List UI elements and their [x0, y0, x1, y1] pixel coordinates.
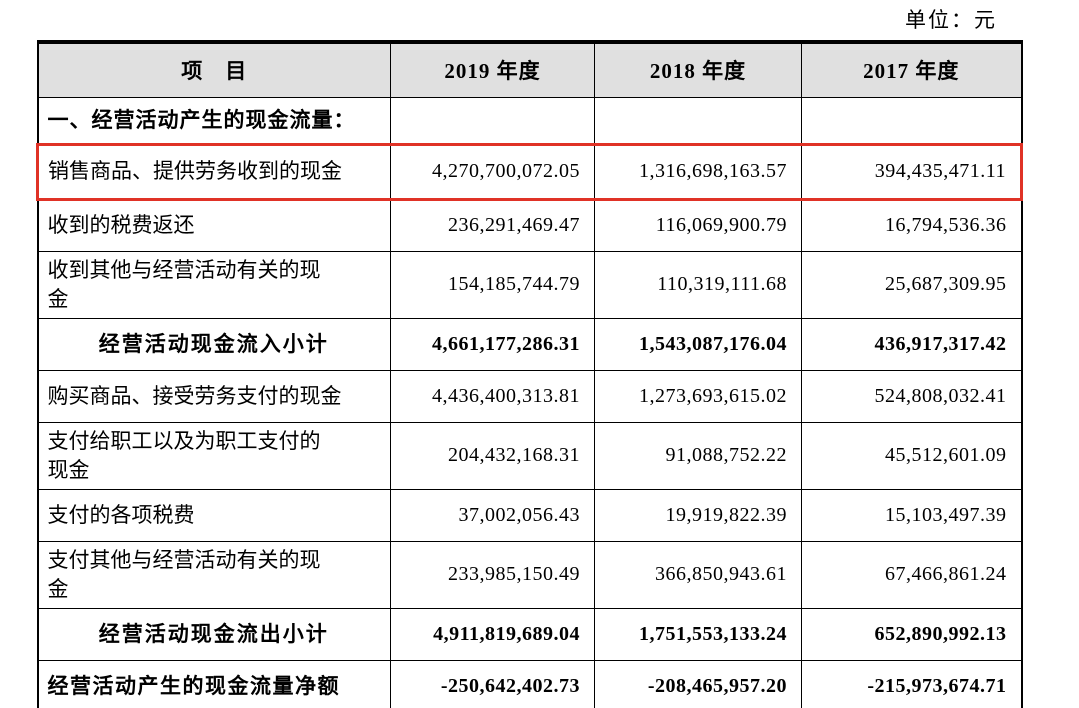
row-label: 支付其他与经营活动有关的现 金 [37, 540, 391, 609]
table-row: 收到的税费返还 236,291,469.47 116,069,900.79 16,79… [37, 198, 1022, 252]
column-header-item: 项 目 [37, 41, 391, 98]
unit-label: 单位：元 [905, 8, 997, 32]
row-value [390, 96, 595, 145]
column-header-2017: 2017 年度 [801, 41, 1022, 98]
row-label: 收到的税费返还 [37, 198, 391, 252]
row-value: 91,088,752.22 [594, 421, 802, 490]
row-value [801, 96, 1022, 145]
table-row-highlighted: 销售商品、提供劳务收到的现金 4,270,700,072.05 1,316,698,… [36, 142, 1023, 201]
row-value: -215,973,674.71 [801, 659, 1022, 708]
row-value: 1,543,087,176.04 [594, 317, 802, 371]
row-label: 经营活动现金流出小计 [37, 607, 391, 661]
row-value: 25,687,309.95 [801, 250, 1022, 319]
table-row: 支付的各项税费 37,002,056.43 19,919,822.39 15,103,… [37, 488, 1022, 542]
row-value [594, 96, 802, 145]
row-value: 67,466,861.24 [801, 540, 1022, 609]
row-value: 4,436,400,313.81 [390, 369, 595, 423]
header-row: 项 目 2019 年度 2018 年度 2017 年度 [37, 41, 1022, 98]
row-value: 394,435,471.11 [801, 142, 1023, 201]
table-row: 经营活动现金流入小计 4,661,177,286.31 1,543,087,176.… [37, 317, 1022, 371]
table-row: 支付给职工以及为职工支付的 现金 204,432,168.31 91,088,752… [37, 421, 1022, 490]
column-header-2018: 2018 年度 [594, 41, 802, 98]
row-label: 支付的各项税费 [37, 488, 391, 542]
row-value: 154,185,744.79 [390, 250, 595, 319]
row-value: 4,661,177,286.31 [390, 317, 595, 371]
row-value: 236,291,469.47 [390, 198, 595, 252]
row-label: 销售商品、提供劳务收到的现金 [36, 142, 391, 201]
row-label: 经营活动现金流入小计 [37, 317, 391, 371]
table-row: 一、经营活动产生的现金流量： [37, 96, 1022, 145]
row-value: -250,642,402.73 [390, 659, 595, 708]
row-value: 1,751,553,133.24 [594, 607, 802, 661]
table-row: 购买商品、接受劳务支付的现金 4,436,400,313.81 1,273,693,… [37, 369, 1022, 423]
row-value: 4,270,700,072.05 [390, 142, 595, 201]
row-value: 1,316,698,163.57 [594, 142, 802, 201]
row-value: -208,465,957.20 [594, 659, 802, 708]
row-value: 116,069,900.79 [594, 198, 802, 252]
row-label: 支付给职工以及为职工支付的 现金 [37, 421, 391, 490]
row-value: 652,890,992.13 [801, 607, 1022, 661]
row-value: 19,919,822.39 [594, 488, 802, 542]
row-value: 37,002,056.43 [390, 488, 595, 542]
row-value: 4,911,819,689.04 [390, 607, 595, 661]
row-label: 购买商品、接受劳务支付的现金 [37, 369, 391, 423]
table-body: 一、经营活动产生的现金流量： 销售商品、提供劳务收到的现金 4,270,700,07… [36, 96, 1023, 708]
row-value: 1,273,693,615.02 [594, 369, 802, 423]
row-value: 16,794,536.36 [801, 198, 1022, 252]
row-value: 436,917,317.42 [801, 317, 1022, 371]
row-value: 204,432,168.31 [390, 421, 595, 490]
row-value: 524,808,032.41 [801, 369, 1022, 423]
table-row: 经营活动现金流出小计 4,911,819,689.04 1,751,553,133.… [37, 607, 1022, 661]
table-row: 经营活动产生的现金流量净额 -250,642,402.73 -208,465,957… [37, 659, 1022, 708]
row-label: 一、经营活动产生的现金流量： [37, 96, 391, 145]
row-value: 110,319,111.68 [594, 250, 802, 319]
table-row: 支付其他与经营活动有关的现 金 233,985,150.49 366,850,943… [37, 540, 1022, 609]
table-row: 收到其他与经营活动有关的现 金 154,185,744.79 110,319,111… [37, 250, 1022, 319]
row-value: 233,985,150.49 [390, 540, 595, 609]
cash-flow-table: 项 目 2019 年度 2018 年度 2017 年度 一、经营活动产生的现金流… [36, 40, 1023, 708]
row-label: 经营活动产生的现金流量净额 [37, 659, 391, 708]
row-label: 收到其他与经营活动有关的现 金 [37, 250, 391, 319]
row-value: 15,103,497.39 [801, 488, 1022, 542]
table-header: 项 目 2019 年度 2018 年度 2017 年度 [37, 41, 1022, 98]
row-value: 45,512,601.09 [801, 421, 1022, 490]
column-header-2019: 2019 年度 [390, 41, 595, 98]
row-value: 366,850,943.61 [594, 540, 802, 609]
